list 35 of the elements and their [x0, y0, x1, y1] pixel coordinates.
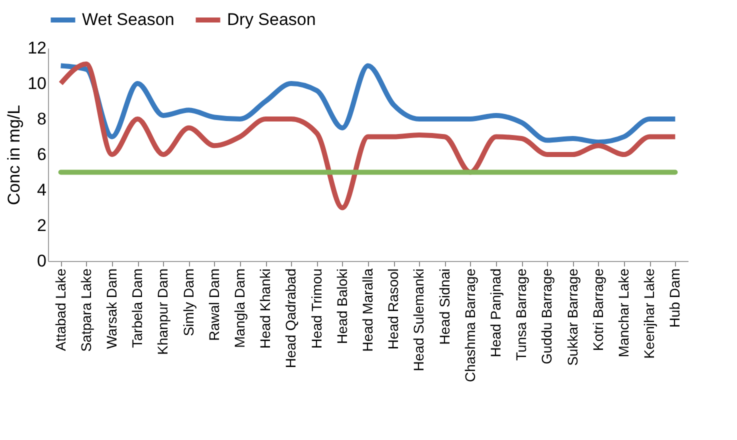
y-tick-label: 2: [37, 216, 46, 235]
x-tick-label: Attabad Lake: [52, 268, 68, 352]
x-tick-label: Guddu Barrage: [538, 268, 555, 364]
x-tick-label: Head Khanki: [257, 268, 274, 349]
x-tick-label: Satpara Lake: [78, 268, 94, 352]
x-tick-label: Kotri Barrage: [590, 268, 606, 351]
legend-label: Wet Season: [82, 10, 174, 29]
x-tick-label: Head Trimou: [308, 268, 324, 349]
x-tick-label: Head Rasool: [385, 268, 402, 350]
x-tick-label: Rawal Dam: [206, 268, 222, 341]
x-tick-label: Head Sulemanki: [410, 268, 427, 372]
y-tick-label: 12: [28, 38, 46, 58]
x-tick-label: Head Panjnad: [488, 268, 504, 358]
x-tick-label: Head Baloki: [334, 268, 350, 344]
x-tick-label: Sukkar Barrage: [564, 268, 580, 366]
x-tick-label: Head Maralla: [360, 268, 376, 352]
x-tick-label: Hub Dam: [666, 268, 683, 328]
y-tick-label: 0: [37, 252, 46, 270]
x-tick-label: Khanpur Dam: [154, 268, 171, 355]
x-tick-label: Keenjhar Lake: [641, 268, 658, 359]
x-tick-label: Chashma Barrage: [462, 268, 478, 382]
x-tick-label: Simly Dam: [180, 268, 196, 336]
x-tick-label: Tunsa Barrage: [513, 268, 530, 361]
x-tick-label: Mangla Dam: [232, 268, 248, 348]
y-tick-label: 6: [37, 145, 46, 164]
x-tick-label: Manchar Lake: [616, 268, 632, 358]
y-tick-label: 4: [37, 180, 46, 200]
y-axis-title: Conc in mg/L: [4, 104, 24, 206]
x-tick-label: Tarbela Dam: [129, 268, 146, 348]
legend-label: Dry Season: [227, 10, 316, 29]
x-tick-label: Head Qadrabad: [282, 268, 299, 368]
y-tick-label: 8: [37, 110, 46, 128]
x-tick-label: Head Sidnai: [436, 268, 452, 345]
y-tick-label: 10: [28, 74, 46, 93]
x-tick-label: Warsak Dam: [104, 268, 120, 349]
